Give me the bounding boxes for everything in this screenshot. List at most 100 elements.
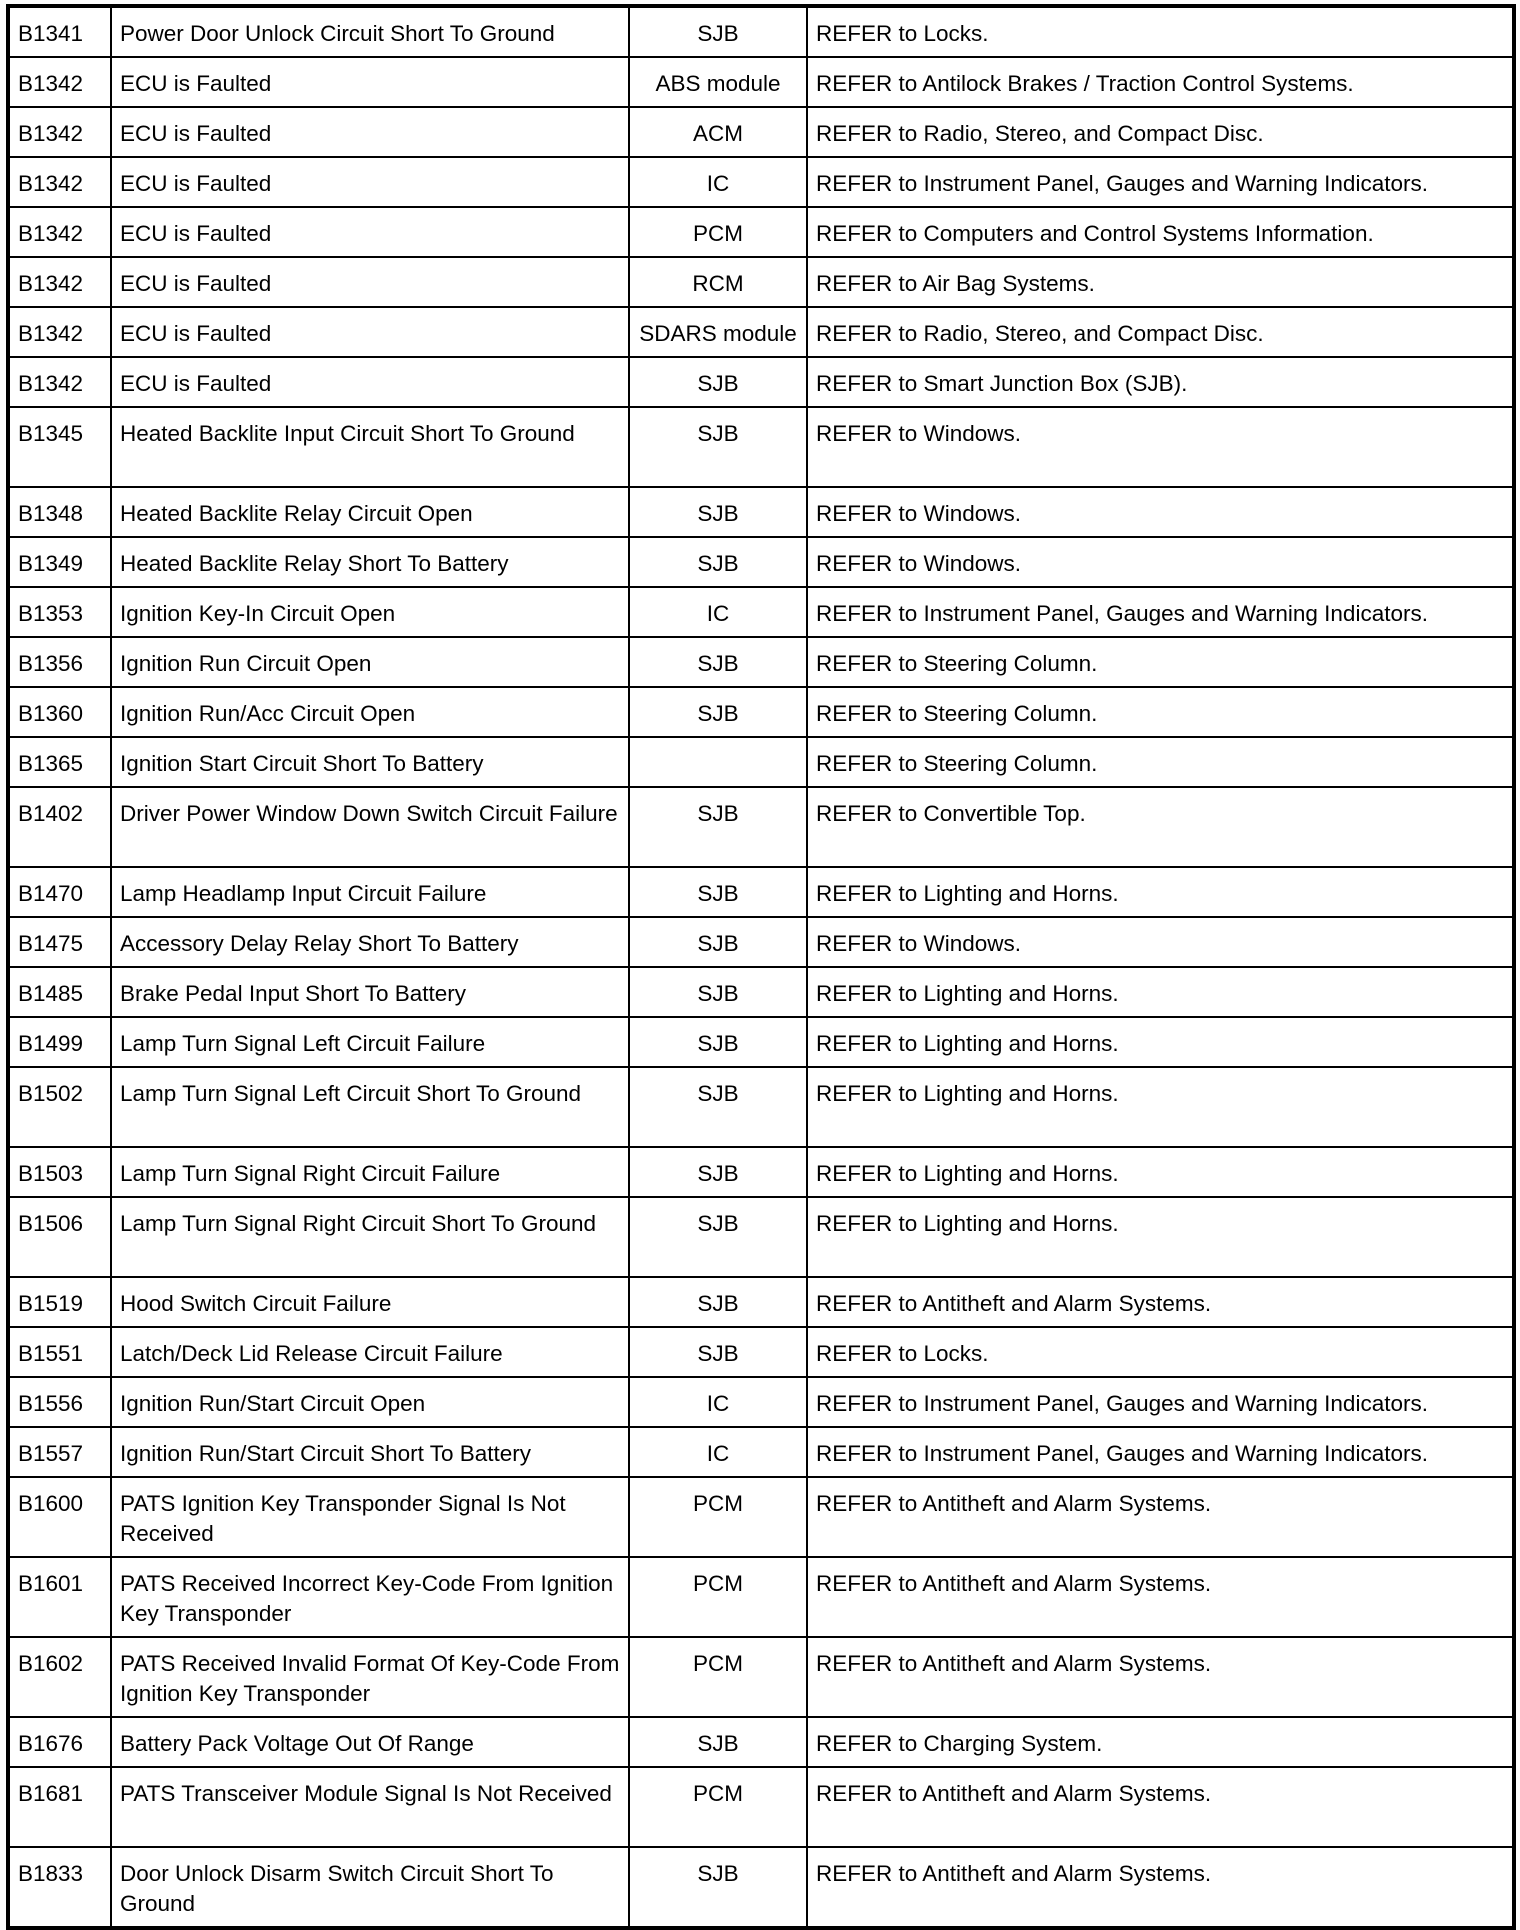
module-cell: SJB bbox=[628, 536, 808, 588]
table-row: B1342 ECU is Faulted ACM REFER to Radio, St… bbox=[7, 106, 1515, 158]
dtc-code-cell: B1365 bbox=[7, 736, 112, 788]
table-row: B1342 ECU is Faulted IC REFER to Instrument… bbox=[7, 156, 1515, 208]
action-cell: REFER to Air Bag Systems. bbox=[806, 256, 1515, 308]
description-cell: ECU is Faulted bbox=[110, 306, 630, 358]
module-cell: PCM bbox=[628, 1766, 808, 1848]
module-cell: SJB bbox=[628, 636, 808, 688]
dtc-table: B1341 Power Door Unlock Circuit Short To … bbox=[6, 4, 1516, 1930]
description-cell: Ignition Start Circuit Short To Battery bbox=[110, 736, 630, 788]
description-cell: Driver Power Window Down Switch Circuit … bbox=[110, 786, 630, 868]
dtc-code-cell: B1557 bbox=[7, 1426, 112, 1478]
dtc-code-cell: B1341 bbox=[7, 5, 112, 58]
table-row: B1557 Ignition Run/Start Circuit Short To… bbox=[7, 1426, 1515, 1478]
module-cell: PCM bbox=[628, 206, 808, 258]
module-cell: SJB bbox=[628, 406, 808, 488]
description-cell: Heated Backlite Input Circuit Short To G… bbox=[110, 406, 630, 488]
action-cell: REFER to Instrument Panel, Gauges and Wa… bbox=[806, 1426, 1515, 1478]
dtc-code-cell: B1485 bbox=[7, 966, 112, 1018]
module-cell: ACM bbox=[628, 106, 808, 158]
action-cell: REFER to Instrument Panel, Gauges and Wa… bbox=[806, 1376, 1515, 1428]
action-cell: REFER to Radio, Stereo, and Compact Disc… bbox=[806, 306, 1515, 358]
dtc-code-cell: B1502 bbox=[7, 1066, 112, 1148]
action-cell: REFER to Instrument Panel, Gauges and Wa… bbox=[806, 586, 1515, 638]
table-row: B1600 PATS Ignition Key Transponder Signa… bbox=[7, 1476, 1515, 1558]
description-cell: Ignition Run Circuit Open bbox=[110, 636, 630, 688]
module-cell: SJB bbox=[628, 866, 808, 918]
table-row: B1676 Battery Pack Voltage Out Of Range SJ… bbox=[7, 1716, 1515, 1768]
description-cell: Hood Switch Circuit Failure bbox=[110, 1276, 630, 1328]
table-row: B1342 ECU is Faulted PCM REFER to Computers… bbox=[7, 206, 1515, 258]
module-cell: SJB bbox=[628, 1276, 808, 1328]
module-cell: PCM bbox=[628, 1476, 808, 1558]
dtc-code-cell: B1348 bbox=[7, 486, 112, 538]
module-cell: IC bbox=[628, 1376, 808, 1428]
table-row: B1342 ECU is Faulted RCM REFER to Air Bag S… bbox=[7, 256, 1515, 308]
action-cell: REFER to Lighting and Horns. bbox=[806, 1066, 1515, 1148]
dtc-code-cell: B1551 bbox=[7, 1326, 112, 1378]
action-cell: REFER to Antitheft and Alarm Systems. bbox=[806, 1846, 1515, 1929]
module-cell: SJB bbox=[628, 1016, 808, 1068]
action-cell: REFER to Lighting and Horns. bbox=[806, 1196, 1515, 1278]
module-cell: SJB bbox=[628, 5, 808, 58]
description-cell: Lamp Turn Signal Left Circuit Failure bbox=[110, 1016, 630, 1068]
dtc-code-cell: B1342 bbox=[7, 206, 112, 258]
action-cell: REFER to Lighting and Horns. bbox=[806, 966, 1515, 1018]
description-cell: Door Unlock Disarm Switch Circuit Short … bbox=[110, 1846, 630, 1929]
description-cell: Lamp Headlamp Input Circuit Failure bbox=[110, 866, 630, 918]
table-row: B1349 Heated Backlite Relay Short To Batt… bbox=[7, 536, 1515, 588]
dtc-code-cell: B1506 bbox=[7, 1196, 112, 1278]
dtc-code-cell: B1601 bbox=[7, 1556, 112, 1638]
table-row: B1341 Power Door Unlock Circuit Short To … bbox=[7, 5, 1515, 58]
dtc-code-cell: B1345 bbox=[7, 406, 112, 488]
action-cell: REFER to Radio, Stereo, and Compact Disc… bbox=[806, 106, 1515, 158]
description-cell: PATS Ignition Key Transponder Signal Is … bbox=[110, 1476, 630, 1558]
action-cell: REFER to Locks. bbox=[806, 1326, 1515, 1378]
description-cell: ECU is Faulted bbox=[110, 356, 630, 408]
table-row: B1602 PATS Received Invalid Format Of Key… bbox=[7, 1636, 1515, 1718]
module-cell: SJB bbox=[628, 1146, 808, 1198]
dtc-code-cell: B1600 bbox=[7, 1476, 112, 1558]
description-cell: Lamp Turn Signal Left Circuit Short To G… bbox=[110, 1066, 630, 1148]
description-cell: Ignition Run/Start Circuit Short To Batt… bbox=[110, 1426, 630, 1478]
action-cell: REFER to Windows. bbox=[806, 486, 1515, 538]
table-row: B1348 Heated Backlite Relay Circuit Open S… bbox=[7, 486, 1515, 538]
dtc-code-cell: B1342 bbox=[7, 356, 112, 408]
module-cell: SJB bbox=[628, 686, 808, 738]
description-cell: Latch/Deck Lid Release Circuit Failure bbox=[110, 1326, 630, 1378]
dtc-code-cell: B1470 bbox=[7, 866, 112, 918]
description-cell: ECU is Faulted bbox=[110, 256, 630, 308]
description-cell: PATS Transceiver Module Signal Is Not Re… bbox=[110, 1766, 630, 1848]
dtc-code-cell: B1342 bbox=[7, 156, 112, 208]
table-row: B1356 Ignition Run Circuit Open SJB REFER t… bbox=[7, 636, 1515, 688]
action-cell: REFER to Charging System. bbox=[806, 1716, 1515, 1768]
table-row: B1470 Lamp Headlamp Input Circuit Failure… bbox=[7, 866, 1515, 918]
module-cell: PCM bbox=[628, 1556, 808, 1638]
description-cell: Accessory Delay Relay Short To Battery bbox=[110, 916, 630, 968]
module-cell bbox=[628, 736, 808, 788]
dtc-code-cell: B1676 bbox=[7, 1716, 112, 1768]
action-cell: REFER to Windows. bbox=[806, 536, 1515, 588]
action-cell: REFER to Lighting and Horns. bbox=[806, 1146, 1515, 1198]
action-cell: REFER to Computers and Control Systems I… bbox=[806, 206, 1515, 258]
description-cell: PATS Received Invalid Format Of Key-Code… bbox=[110, 1636, 630, 1718]
description-cell: Heated Backlite Relay Short To Battery bbox=[110, 536, 630, 588]
description-cell: Brake Pedal Input Short To Battery bbox=[110, 966, 630, 1018]
module-cell: SJB bbox=[628, 1326, 808, 1378]
module-cell: IC bbox=[628, 586, 808, 638]
table-row: B1503 Lamp Turn Signal Right Circuit Fail… bbox=[7, 1146, 1515, 1198]
action-cell: REFER to Smart Junction Box (SJB). bbox=[806, 356, 1515, 408]
table-row: B1342 ECU is Faulted SJB REFER to Smart Jun… bbox=[7, 356, 1515, 408]
action-cell: REFER to Steering Column. bbox=[806, 636, 1515, 688]
table-row: B1353 Ignition Key-In Circuit Open IC REFER… bbox=[7, 586, 1515, 638]
dtc-code-cell: B1833 bbox=[7, 1846, 112, 1929]
dtc-code-cell: B1353 bbox=[7, 586, 112, 638]
action-cell: REFER to Antitheft and Alarm Systems. bbox=[806, 1556, 1515, 1638]
table-row: B1345 Heated Backlite Input Circuit Short… bbox=[7, 406, 1515, 488]
action-cell: REFER to Antitheft and Alarm Systems. bbox=[806, 1766, 1515, 1848]
dtc-code-cell: B1356 bbox=[7, 636, 112, 688]
dtc-table-body: B1341 Power Door Unlock Circuit Short To … bbox=[7, 5, 1515, 1929]
dtc-code-cell: B1475 bbox=[7, 916, 112, 968]
table-row: B1833 Door Unlock Disarm Switch Circuit S… bbox=[7, 1846, 1515, 1929]
module-cell: SJB bbox=[628, 1846, 808, 1929]
description-cell: ECU is Faulted bbox=[110, 206, 630, 258]
